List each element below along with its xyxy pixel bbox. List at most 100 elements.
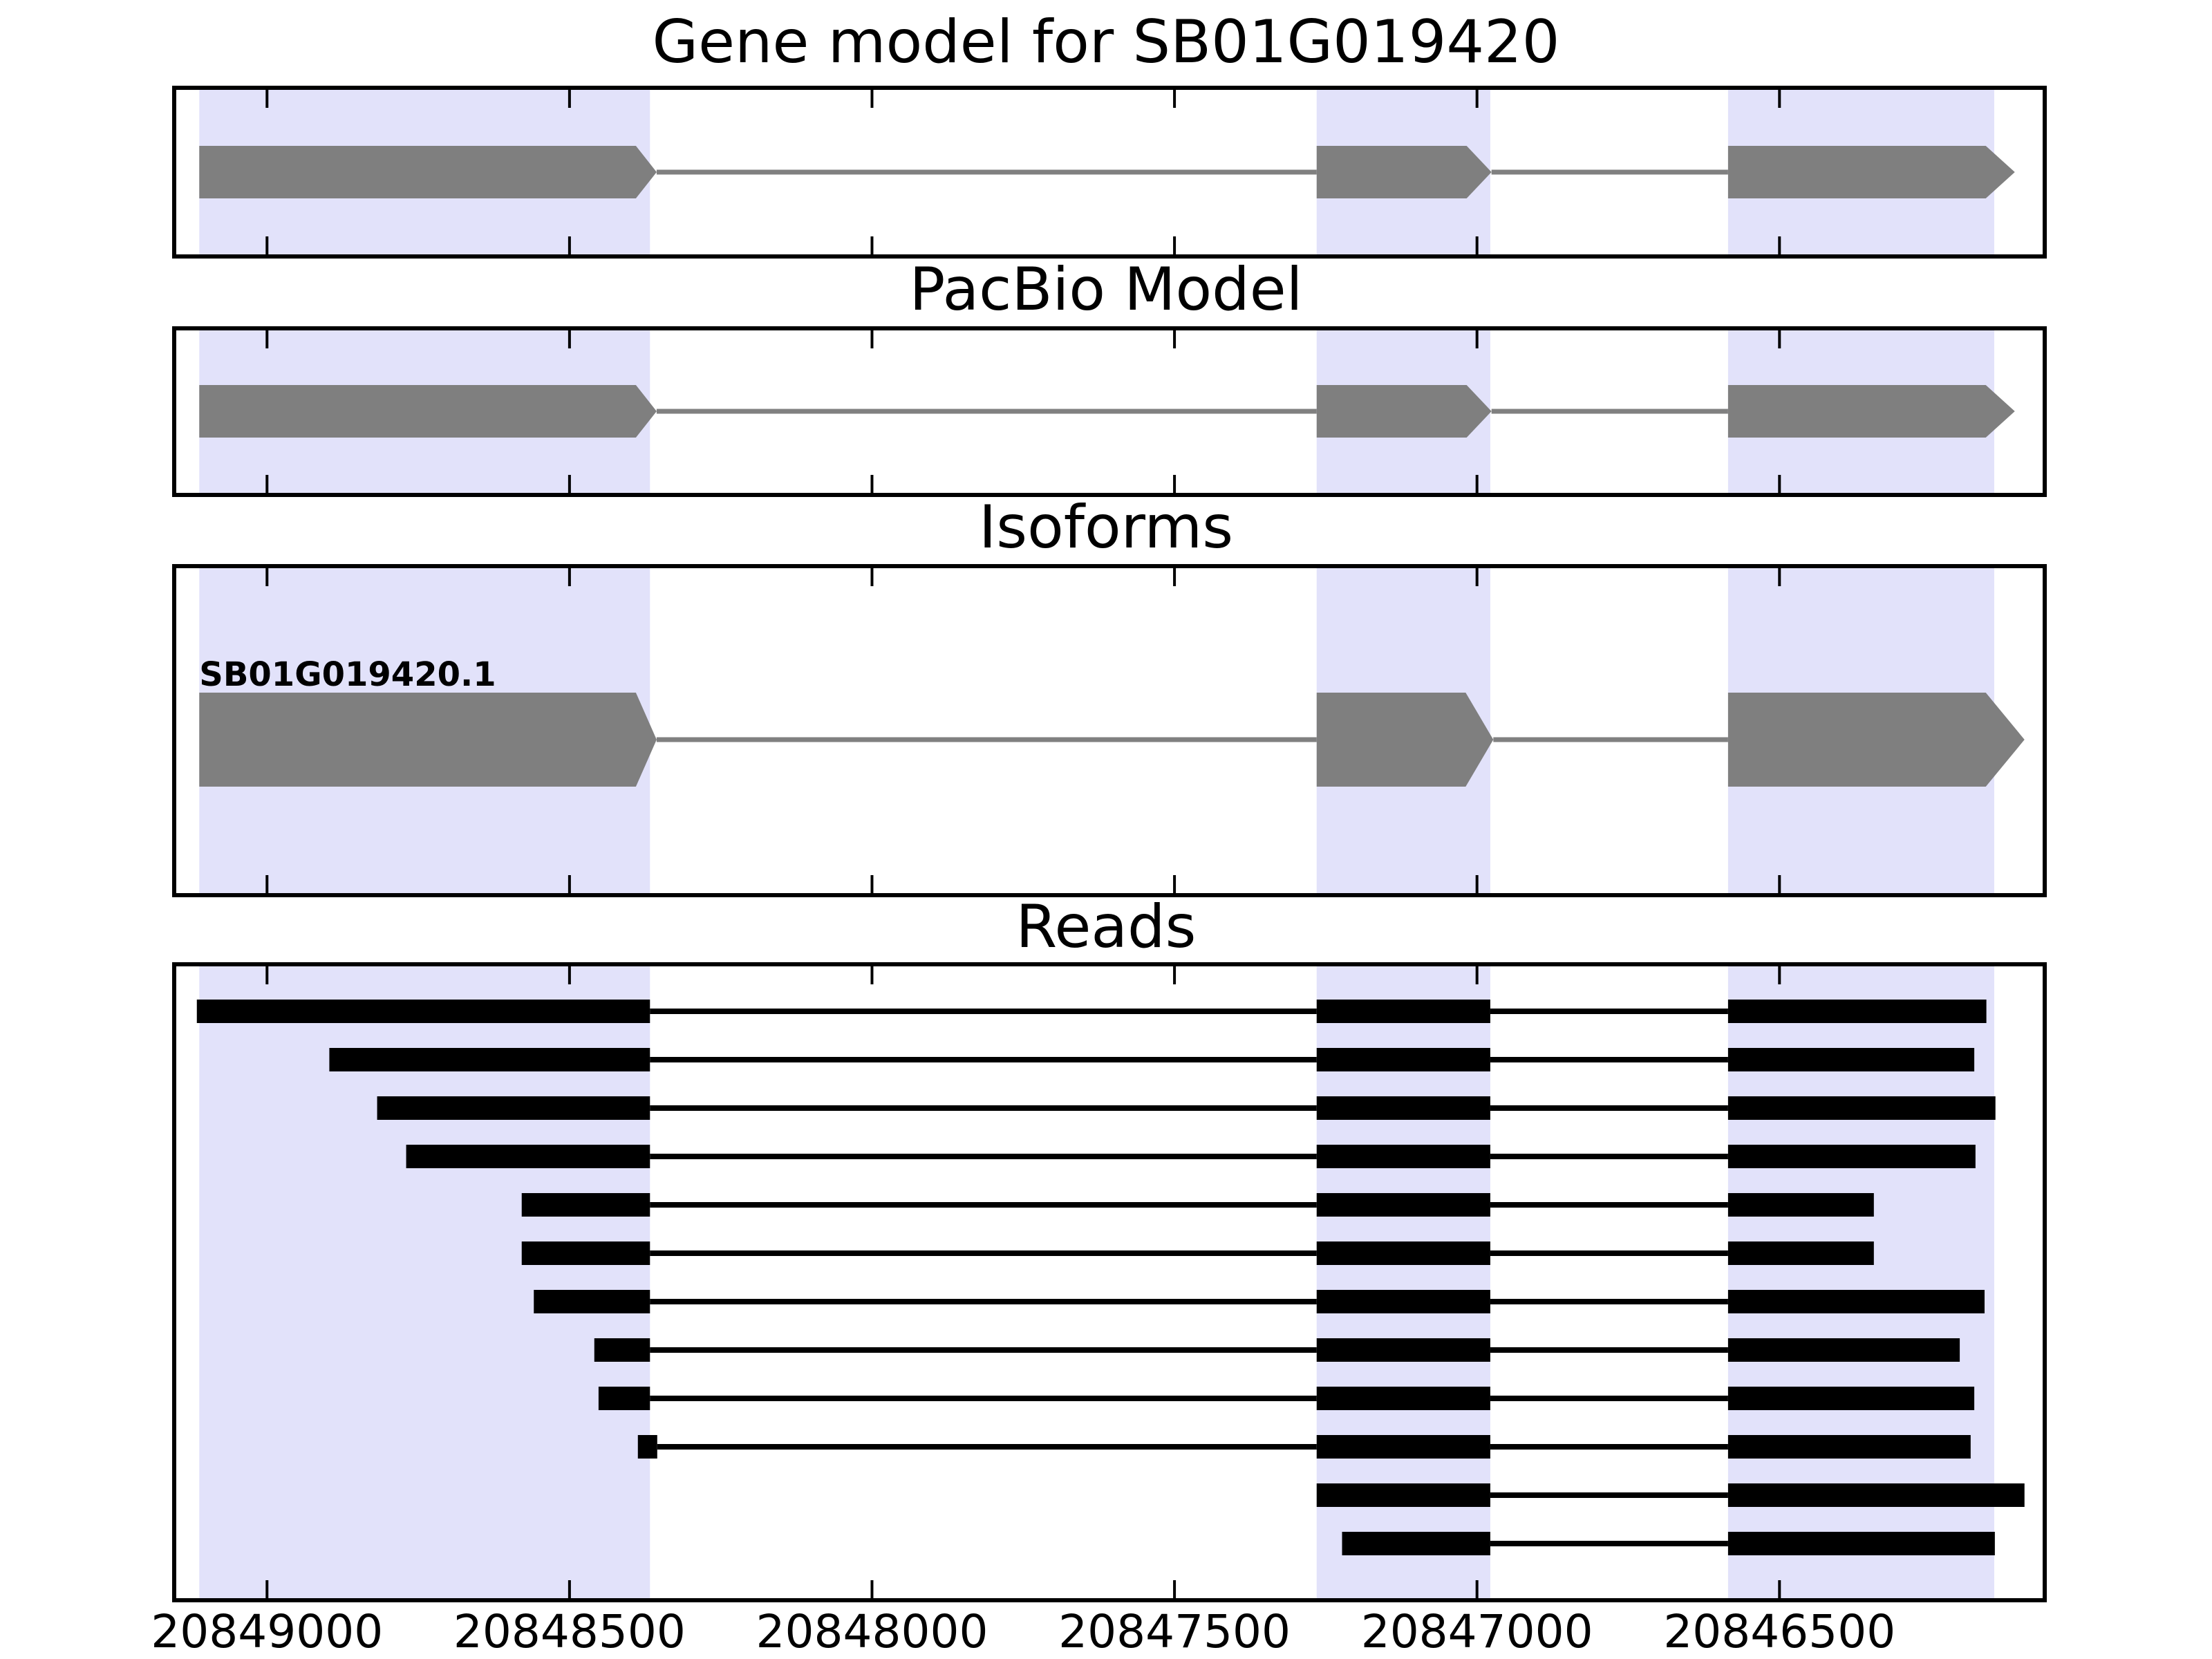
- axis-tick: [265, 966, 269, 984]
- read-intron-line: [1490, 1492, 1728, 1498]
- axis-tick: [870, 330, 874, 348]
- intron-line: [1491, 409, 1728, 414]
- axis-tick: [870, 475, 874, 493]
- read-intron-line: [650, 1154, 1317, 1159]
- intron-line: [1493, 737, 1728, 742]
- axis-tick: [265, 1580, 269, 1598]
- axis-tick: [265, 475, 269, 493]
- read-exon-block: [1316, 1483, 1490, 1507]
- axis-tick: [265, 330, 269, 348]
- axis-tick: [1778, 966, 1781, 984]
- read-exon-block: [1727, 1290, 1985, 1313]
- read-intron-line: [1490, 1105, 1728, 1111]
- read-exon-block: [196, 1000, 650, 1023]
- axis-tick: [1173, 568, 1177, 586]
- read-exon-block: [1727, 1483, 2025, 1507]
- intron-line: [656, 169, 1317, 175]
- read-intron-line: [1490, 1541, 1728, 1546]
- read-intron-line: [650, 1347, 1317, 1353]
- read-exon-block: [329, 1048, 650, 1071]
- exon-block: [1727, 146, 2015, 198]
- read-exon-block: [1316, 1290, 1490, 1313]
- reads-panel: [172, 962, 2047, 1602]
- read-exon-block: [1316, 1048, 1490, 1071]
- axis-tick: [265, 90, 269, 108]
- axis-tick: [1475, 90, 1479, 108]
- exon-highlight-band: [199, 966, 650, 1598]
- axis-tick: [1778, 236, 1781, 254]
- axis-tick: [870, 1580, 874, 1598]
- axis-tick: [1475, 330, 1479, 348]
- pacbio-model-panel: [172, 326, 2047, 497]
- exon-block: [1316, 693, 1494, 787]
- read-exon-block: [598, 1387, 650, 1410]
- read-exon-block: [377, 1096, 650, 1120]
- read-exon-block: [406, 1145, 650, 1168]
- axis-tick: [265, 568, 269, 586]
- read-intron-line: [650, 1299, 1317, 1304]
- axis-tick: [870, 236, 874, 254]
- read-exon-block: [1316, 1193, 1490, 1217]
- x-axis-tick-label: 20848000: [756, 1605, 988, 1658]
- read-exon-block: [1316, 1435, 1490, 1459]
- intron-line: [656, 409, 1317, 414]
- axis-tick: [568, 966, 571, 984]
- read-exon-block: [521, 1193, 650, 1217]
- read-exon-block: [1316, 1241, 1490, 1265]
- axis-tick: [1778, 330, 1781, 348]
- axis-tick: [1475, 475, 1479, 493]
- exon-block: [1316, 385, 1492, 438]
- read-exon-block: [1727, 1193, 1874, 1217]
- x-axis-tick-label: 20849000: [151, 1605, 384, 1658]
- axis-tick: [1475, 966, 1479, 984]
- read-exon-block: [1727, 1000, 1987, 1023]
- read-exon-block: [1727, 1096, 1996, 1120]
- read-intron-line: [1490, 1009, 1728, 1014]
- exon-block: [1316, 146, 1492, 198]
- read-intron-line: [650, 1250, 1317, 1256]
- panel-pacbio-canvas: [199, 330, 2015, 493]
- read-exon-block: [1727, 1145, 1976, 1168]
- axis-tick: [568, 568, 571, 586]
- read-intron-line: [1490, 1154, 1728, 1159]
- axis-tick: [1173, 90, 1177, 108]
- read-intron-line: [1490, 1202, 1728, 1208]
- axis-tick: [1173, 966, 1177, 984]
- axis-tick: [1173, 236, 1177, 254]
- axis-tick: [568, 330, 571, 348]
- axis-tick: [1173, 875, 1177, 893]
- x-axis-tick-label: 20846500: [1663, 1605, 1896, 1658]
- axis-tick: [1778, 1580, 1781, 1598]
- axis-tick: [1173, 1580, 1177, 1598]
- axis-tick: [568, 1580, 571, 1598]
- read-exon-block: [534, 1290, 650, 1313]
- read-intron-line: [650, 1202, 1317, 1208]
- panel-gene-canvas: [199, 90, 2015, 254]
- reads-title: Reads: [1015, 892, 1197, 962]
- axis-tick: [265, 875, 269, 893]
- axis-tick: [1173, 330, 1177, 348]
- exon-block: [1727, 385, 2015, 438]
- intron-line: [656, 737, 1317, 742]
- read-exon-block: [1727, 1241, 1874, 1265]
- panel-reads-canvas: [196, 966, 2025, 1598]
- read-exon-block: [1316, 1338, 1490, 1362]
- pacbio-title: PacBio Model: [909, 255, 1303, 324]
- read-exon-block: [1727, 1435, 1971, 1459]
- exon-block: [1727, 693, 2025, 787]
- axis-tick: [1173, 475, 1177, 493]
- read-exon-block: [1727, 1387, 1975, 1410]
- read-exon-block: [1727, 1338, 1960, 1362]
- read-exon-block: [1727, 1532, 1995, 1555]
- isoform-name-label: SB01G019420.1: [199, 655, 496, 694]
- x-axis-tick-label: 20848500: [453, 1605, 686, 1658]
- axis-tick: [870, 90, 874, 108]
- read-intron-line: [1490, 1250, 1728, 1256]
- axis-tick: [568, 236, 571, 254]
- read-intron-line: [650, 1396, 1317, 1401]
- read-exon-block: [1316, 1096, 1490, 1120]
- axis-tick: [870, 568, 874, 586]
- axis-tick: [870, 875, 874, 893]
- read-exon-block: [1316, 1387, 1490, 1410]
